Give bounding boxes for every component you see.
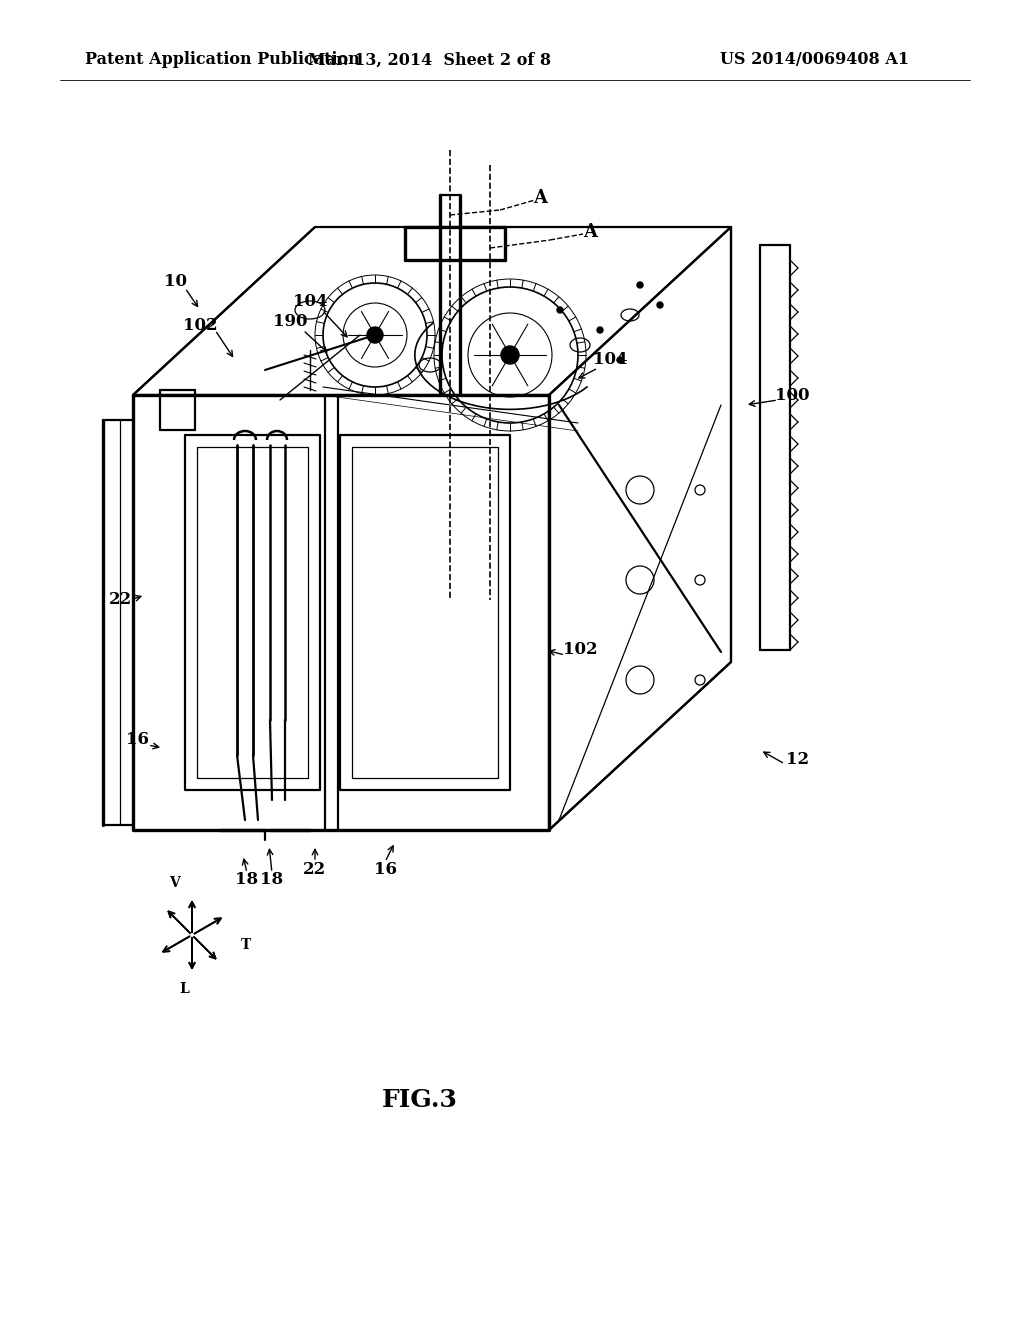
Text: 12: 12 xyxy=(786,751,810,768)
Text: 18: 18 xyxy=(260,871,284,888)
Text: L: L xyxy=(179,982,188,997)
Text: 100: 100 xyxy=(775,387,809,404)
Text: 190: 190 xyxy=(272,314,307,330)
Text: 16: 16 xyxy=(127,731,150,748)
Circle shape xyxy=(501,346,519,364)
Text: 22: 22 xyxy=(109,591,132,609)
Text: US 2014/0069408 A1: US 2014/0069408 A1 xyxy=(720,51,909,69)
Text: 16: 16 xyxy=(374,862,396,879)
Circle shape xyxy=(617,356,623,363)
Text: A: A xyxy=(583,223,597,242)
Text: 104: 104 xyxy=(593,351,628,368)
Text: Patent Application Publication: Patent Application Publication xyxy=(85,51,359,69)
Circle shape xyxy=(637,282,643,288)
Text: 104: 104 xyxy=(293,293,328,310)
Text: V: V xyxy=(169,876,179,890)
Text: 102: 102 xyxy=(562,642,597,659)
Circle shape xyxy=(367,327,383,343)
Text: 10: 10 xyxy=(164,273,186,290)
Text: A: A xyxy=(534,189,547,207)
Text: Mar. 13, 2014  Sheet 2 of 8: Mar. 13, 2014 Sheet 2 of 8 xyxy=(308,51,552,69)
Circle shape xyxy=(557,308,563,313)
Text: FIG.3: FIG.3 xyxy=(382,1088,458,1111)
Circle shape xyxy=(657,302,663,308)
Text: 102: 102 xyxy=(182,317,217,334)
Circle shape xyxy=(597,327,603,333)
Text: T: T xyxy=(241,939,251,952)
Text: 18: 18 xyxy=(236,871,259,888)
Text: 22: 22 xyxy=(303,862,327,879)
